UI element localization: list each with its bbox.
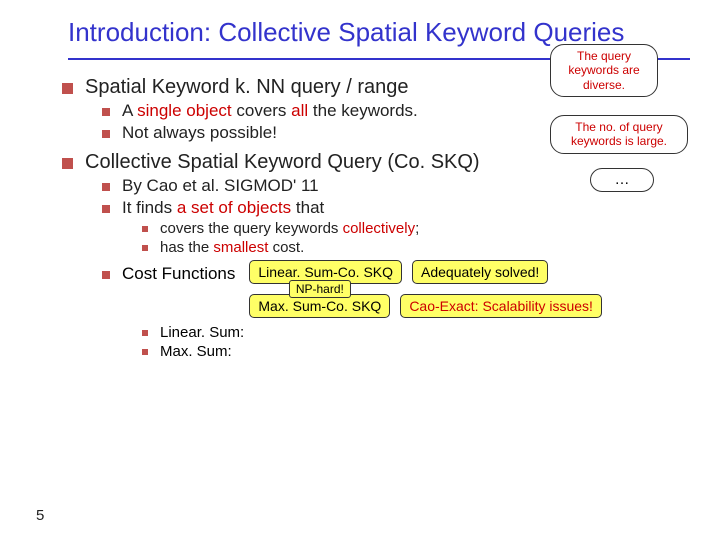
text: Max. Sum:: [160, 343, 232, 360]
t: all: [291, 101, 313, 120]
cost-sublist: Linear. Sum: Max. Sum:: [142, 324, 700, 360]
t: It finds: [122, 198, 177, 217]
heading-text: Spatial Keyword k. NN query / range: [85, 76, 409, 99]
text: covers the query keywords collectively;: [160, 220, 419, 237]
bullet-icon: [102, 108, 110, 116]
callout-large: The no. of query keywords is large.: [550, 115, 688, 154]
callout-dots: …: [590, 168, 654, 192]
bullet-icon: [102, 183, 110, 191]
t: a set of objects: [177, 198, 296, 217]
bullet-l3: has the smallest cost.: [142, 239, 700, 256]
cost-functions-row: Cost Functions Linear. Sum-Co. SKQ Adequ…: [102, 260, 700, 322]
text: has the smallest cost.: [160, 239, 304, 256]
heading-text: Collective Spatial Keyword Query (Co. SK…: [85, 151, 480, 174]
t: collectively: [343, 220, 416, 237]
text: A single object covers all the keywords.: [122, 101, 418, 121]
t: covers: [236, 101, 291, 120]
tag-nphard: NP-hard!: [289, 280, 351, 298]
maxsum-cell: NP-hard! Max. Sum-Co. SKQ: [249, 294, 390, 318]
cost-tags: Linear. Sum-Co. SKQ Adequately solved! N…: [249, 260, 602, 322]
text: It finds a set of objects that: [122, 198, 324, 218]
t: A: [122, 101, 137, 120]
bullet-icon: [102, 205, 110, 213]
bullet-icon: [142, 349, 148, 355]
t: the keywords.: [313, 101, 418, 120]
t: ;: [415, 220, 419, 237]
bullet-l3: Linear. Sum:: [142, 324, 700, 341]
tags-row: NP-hard! Max. Sum-Co. SKQ Cao-Exact: Sca…: [249, 294, 602, 318]
content-area: Spatial Keyword k. NN query / range A si…: [0, 70, 720, 360]
bullet-l2: It finds a set of objects that: [102, 198, 700, 218]
bullet-l3: Max. Sum:: [142, 343, 700, 360]
bullet-icon: [142, 226, 148, 232]
callout-line: keywords are: [561, 63, 647, 77]
t: has the: [160, 239, 213, 256]
callout-line: The query: [561, 49, 647, 63]
callout-line: keywords is large.: [561, 134, 677, 148]
bullet-icon: [102, 271, 110, 279]
text: Cost Functions: [122, 264, 235, 284]
tag-adequately: Adequately solved!: [412, 260, 548, 284]
callout-line: diverse.: [561, 78, 647, 92]
t: smallest: [213, 239, 272, 256]
bullet-icon: [142, 245, 148, 251]
text: Linear. Sum:: [160, 324, 244, 341]
t: single object: [137, 101, 236, 120]
text: By Cao et al. SIGMOD' 11: [122, 176, 319, 196]
callout-diverse: The query keywords are diverse.: [550, 44, 658, 97]
bullet-icon: [62, 158, 73, 169]
page-number: 5: [36, 507, 44, 524]
cost-heading: Cost Functions: [102, 260, 235, 284]
bullet-icon: [142, 330, 148, 336]
bullet-l3: covers the query keywords collectively;: [142, 220, 700, 237]
t: cost.: [273, 239, 305, 256]
tag-caoexact: Cao-Exact: Scalability issues!: [400, 294, 602, 318]
t: that: [296, 198, 324, 217]
t: covers the query keywords: [160, 220, 343, 237]
bullet-icon: [102, 130, 110, 138]
bullet-icon: [62, 83, 73, 94]
text: Not always possible!: [122, 123, 277, 143]
callout-line: The no. of query: [561, 120, 677, 134]
